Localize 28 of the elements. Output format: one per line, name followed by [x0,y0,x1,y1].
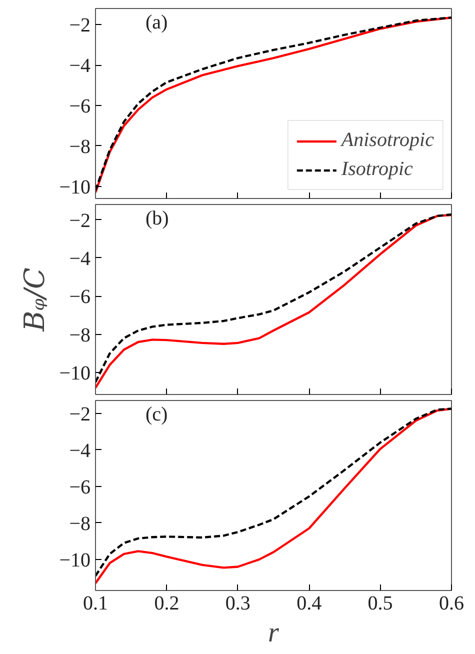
y-tick-label: −8 [69,136,90,158]
x-tick-label: 0.4 [296,592,322,614]
y-tick-label: −4 [69,248,90,270]
y-tick-label: −2 [69,210,90,232]
x-tick-label: 0.2 [154,592,180,614]
annotation: (c) [146,404,168,426]
y-tick-label: −8 [69,512,90,535]
y-tick-label: −4 [69,55,90,78]
x-tick-label: 0.5 [368,592,393,614]
y-tick-label: −2 [69,14,90,37]
y-tick-label: −10 [59,549,90,572]
y-tick-label: −4 [69,440,90,462]
y-tick-label: −8 [69,324,90,346]
x-tick-label: 0.1 [83,592,108,614]
y-tick-label: −10 [59,362,90,385]
y-tick-label: −2 [69,403,90,426]
y-tick-label: −6 [69,286,90,308]
x-tick-label: 0.3 [225,592,250,614]
annotation: (a) [146,12,168,34]
legend-label: Isotropic [341,158,413,181]
x-axis-title: r [268,618,280,648]
x-tick-label: 0.6 [439,592,464,614]
y-tick-label: −6 [69,476,90,498]
annotation: (b) [146,208,169,230]
y-tick-label: −10 [59,176,90,198]
y-axis-title: Bᵩ/C [18,268,52,332]
y-tick-label: −6 [69,96,90,118]
legend-label: Anisotropic [341,129,434,152]
